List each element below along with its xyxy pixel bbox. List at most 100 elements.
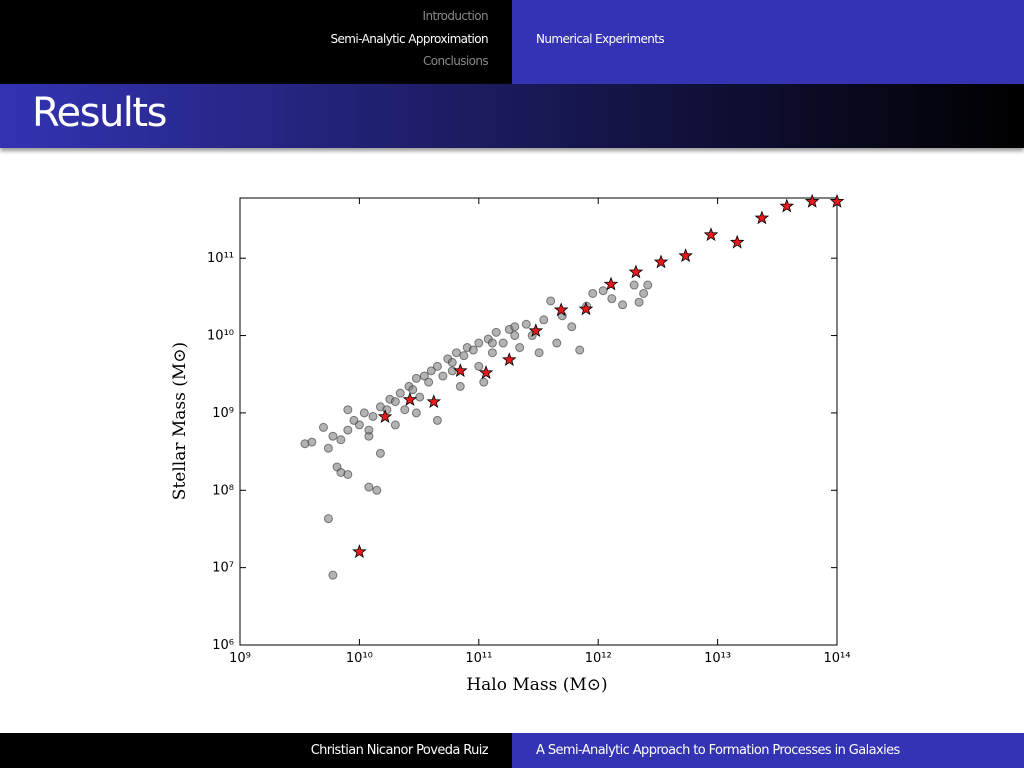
- scatter-point: [438, 371, 448, 381]
- y-tick-label: 10⁶: [212, 638, 234, 653]
- star-point: [426, 394, 442, 409]
- scatter-point: [515, 343, 525, 353]
- header-right: Numerical Experiments: [512, 0, 1024, 84]
- scatter-point: [411, 373, 421, 383]
- scatter-point: [372, 485, 382, 495]
- y-tick-label: 10⁷: [212, 561, 234, 576]
- scatter-point: [629, 280, 639, 290]
- scatter-point: [364, 425, 374, 435]
- scatter-point: [395, 388, 405, 398]
- scatter-point: [359, 408, 369, 418]
- star-point: [653, 254, 669, 269]
- scatter-point: [343, 405, 353, 415]
- scatter-point: [588, 288, 598, 298]
- scatter-point: [419, 371, 429, 381]
- star-point: [678, 248, 693, 263]
- scatter-point: [343, 425, 353, 435]
- star-point: [528, 323, 544, 338]
- scatter-point: [432, 415, 442, 425]
- footer-left: Christian Nicanor Poveda Ruiz: [0, 733, 512, 768]
- scatter-point: [643, 280, 653, 290]
- x-tick-label: 10¹²: [585, 651, 612, 666]
- slide-title: Results: [32, 90, 167, 136]
- nav-item[interactable]: Conclusions: [422, 54, 489, 68]
- y-tick-label: 10¹¹: [207, 251, 234, 266]
- scatter-point: [575, 345, 585, 355]
- star-point: [628, 264, 644, 279]
- scatter-point: [474, 361, 484, 371]
- x-tick-label: 10⁹: [229, 651, 251, 666]
- scatter-point: [521, 319, 531, 329]
- scatter-point: [510, 322, 520, 332]
- star-point: [578, 301, 594, 316]
- star-point: [402, 392, 418, 406]
- x-tick-label: 10¹⁰: [346, 651, 373, 666]
- scatter-point: [491, 327, 501, 337]
- y-tick-label: 10⁹: [212, 406, 234, 421]
- star-point: [754, 210, 770, 225]
- scatter-point: [364, 482, 374, 492]
- x-tick-label: 10¹³: [704, 651, 731, 666]
- scatter-point: [474, 338, 484, 348]
- nav-item[interactable]: Introduction: [422, 9, 489, 23]
- scatter-point: [639, 288, 649, 298]
- scatter-point: [307, 437, 317, 447]
- star-point: [603, 276, 619, 291]
- star-point: [804, 193, 820, 208]
- scatter-point: [498, 338, 508, 348]
- scatter-point: [468, 345, 478, 355]
- y-tick-label: 10¹⁰: [207, 329, 234, 344]
- scatter-point: [634, 297, 644, 307]
- scatter-point: [607, 294, 617, 304]
- scatter-point: [567, 322, 577, 332]
- scatter-point: [447, 366, 457, 376]
- star-point: [829, 193, 845, 208]
- scatter-point: [343, 469, 353, 479]
- star-point: [779, 198, 795, 213]
- scatter-point: [354, 420, 364, 430]
- footer-talk: A Semi-Analytic Approach to Formation Pr…: [536, 743, 900, 758]
- scatter-point: [432, 361, 442, 371]
- scatter-point: [318, 422, 328, 432]
- scatter-point: [487, 338, 497, 348]
- scatter-point: [390, 397, 400, 407]
- scatter-point: [328, 431, 338, 441]
- star-point: [729, 234, 745, 249]
- nav-item[interactable]: Semi-Analytic Approximation: [330, 32, 489, 46]
- star-point: [453, 363, 468, 378]
- star-point: [377, 409, 393, 424]
- scatter-point: [328, 570, 338, 580]
- scatter-point: [323, 443, 333, 453]
- scatter-point: [598, 286, 608, 296]
- scatter-point: [546, 296, 556, 306]
- scatter-point: [415, 392, 425, 402]
- nav-current[interactable]: Numerical Experiments: [536, 32, 665, 46]
- scatter-point: [390, 420, 400, 430]
- footer-author: Christian Nicanor Poveda Ruiz: [310, 743, 489, 758]
- y-tick-label: 10⁸: [212, 483, 234, 498]
- footer-right: A Semi-Analytic Approach to Formation Pr…: [512, 733, 1024, 768]
- scatter-point: [534, 348, 544, 358]
- star-point: [478, 365, 494, 380]
- star-point: [553, 302, 569, 317]
- scatter-point: [459, 351, 469, 361]
- star-point: [703, 227, 719, 242]
- x-tick-label: 10¹⁴: [824, 651, 851, 666]
- scatter-point: [539, 315, 549, 325]
- scatter-point: [408, 385, 418, 395]
- scatter-point: [400, 405, 410, 415]
- x-tick-label: 10¹¹: [465, 651, 492, 666]
- plot-frame: [239, 197, 838, 646]
- star-point: [501, 352, 517, 367]
- scatter-point: [323, 514, 333, 524]
- scatter-point: [447, 357, 457, 367]
- star-point: [352, 544, 367, 559]
- scatter-point: [479, 377, 489, 387]
- scatter-point: [552, 338, 562, 348]
- scatter-point: [426, 366, 436, 376]
- chart: Halo Mass (M⊙) Stellar Mass (M⊙) 10⁹ 10¹⁰…: [170, 193, 851, 695]
- scatter-point: [487, 348, 497, 358]
- scatter-point: [510, 331, 520, 341]
- scatter-point: [455, 381, 465, 391]
